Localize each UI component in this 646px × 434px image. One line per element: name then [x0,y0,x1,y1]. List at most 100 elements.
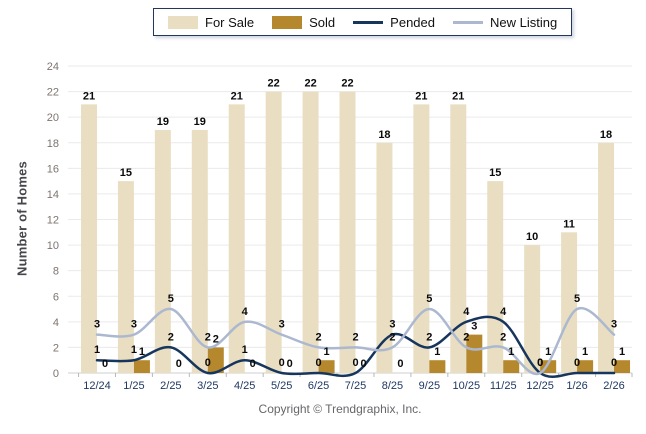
for-sale-value-label: 11 [563,218,575,230]
sold-bar [577,360,594,373]
for-sale-value-label: 19 [194,116,206,128]
pended-line-swatch [353,20,384,24]
sold-value-label: 0 [287,358,293,370]
sold-bar [466,334,483,373]
for-sale-value-label: 10 [526,231,538,243]
x-category-label: 6/25 [308,380,329,392]
sold-bar [503,360,520,373]
new-listing-value-label: 2 [316,331,322,343]
legend-item-label: Sold [309,14,336,30]
x-category-label: 11/25 [490,380,517,392]
for-sale-bar [191,129,208,373]
for-sale-bar [413,104,430,373]
pended-line [95,315,616,378]
sold-bar [133,360,150,373]
for-sale-bar [376,142,393,373]
sold-value-label: 0 [250,358,256,370]
sold-value-label: 2 [213,333,219,345]
pended-value-label: 0 [352,357,358,369]
for-sale-bar [117,181,134,373]
pended-value-label: 4 [463,306,470,318]
sold-value-label: 1 [139,346,145,358]
chart-legend: For Sale Sold Pended New Listing [153,8,573,36]
pended-value-label: 1 [242,344,248,356]
for-sale-bar [228,104,245,373]
new-listing-value-label: 3 [279,319,285,331]
y-tick-label: 24 [47,61,59,73]
new-listing-value-label: 5 [574,293,580,305]
legend-item-label: Pended [390,14,435,30]
for-sale-bar [302,91,319,373]
sold-bar [614,360,631,373]
sold-value-label: 1 [324,346,330,358]
pended-value-label: 0 [279,357,285,369]
x-category-label: 10/25 [453,380,481,392]
new-listing-value-label: 2 [389,331,395,343]
x-category-label: 3/25 [197,380,218,392]
sold-value-label: 1 [582,346,588,358]
y-tick-label: 10 [47,240,59,252]
sold-bar [429,360,446,373]
for-sale-value-label: 21 [231,90,243,102]
y-tick-label: 20 [47,112,59,124]
for-sale-bar [561,232,578,373]
x-category-label: 1/25 [123,380,144,392]
y-tick-label: 14 [47,189,59,201]
new-listing-value-label: 2 [352,331,358,343]
y-tick-label: 22 [47,87,59,99]
sold-bar [207,347,224,373]
sold-value-label: 0 [360,358,366,370]
x-category-label: 12/25 [526,380,554,392]
y-tick-label: 16 [47,163,59,175]
x-category-label: 9/25 [419,380,440,392]
for-sale-value-label: 19 [157,116,169,128]
new-listing-value-label: 0 [537,357,543,369]
new-listing-value-label: 5 [168,293,174,305]
new-listing-value-label: 3 [611,319,617,331]
legend-item-label: New Listing [490,14,558,30]
legend-item-pended: Pended [353,15,435,30]
x-category-label: 2/26 [603,380,624,392]
new-listing-value-label: 2 [500,331,506,343]
new-listing-line-swatch [453,20,483,24]
for-sale-value-label: 22 [268,78,280,90]
for-sale-value-label: 21 [452,90,464,102]
for-sale-value-label: 22 [304,78,316,90]
for-sale-value-label: 21 [415,90,427,102]
pended-value-label: 1 [94,344,100,356]
sold-value-label: 0 [397,358,403,370]
x-category-label: 5/25 [271,380,292,392]
for-sale-swatch [168,15,198,29]
for-sale-bar [339,91,356,373]
x-category-label: 8/25 [382,380,403,392]
legend-item-sold: Sold [272,15,335,30]
legend-item-new-listing: New Listing [453,15,557,30]
y-tick-label: 4 [53,317,59,329]
for-sale-bar [598,142,615,373]
sold-swatch [272,15,303,29]
y-tick-label: 2 [53,342,59,354]
sold-value-label: 1 [619,346,625,358]
pended-value-label: 1 [131,344,137,356]
legend-item-for-sale: For Sale [168,15,254,30]
for-sale-value-label: 18 [378,129,390,141]
sold-value-label: 0 [176,358,182,370]
pended-value-label: 0 [537,357,543,369]
pended-value-label: 2 [426,331,432,343]
sold-value-label: 1 [508,346,514,358]
for-sale-value-label: 21 [83,90,95,102]
new-listing-value-label: 4 [242,306,249,318]
y-tick-label: 12 [47,215,59,227]
new-listing-value-label: 3 [131,319,137,331]
new-listing-value-label: 5 [426,293,432,305]
new-listing-line [95,306,616,376]
legend-item-label: For Sale [205,14,255,30]
x-category-label: 12/24 [83,380,111,392]
x-category-label: 4/25 [234,380,255,392]
sold-value-label: 3 [471,321,477,333]
for-sale-value-label: 15 [489,167,501,179]
sold-value-label: 1 [434,346,440,358]
new-listing-value-label: 2 [205,331,211,343]
pended-value-label: 0 [574,357,580,369]
